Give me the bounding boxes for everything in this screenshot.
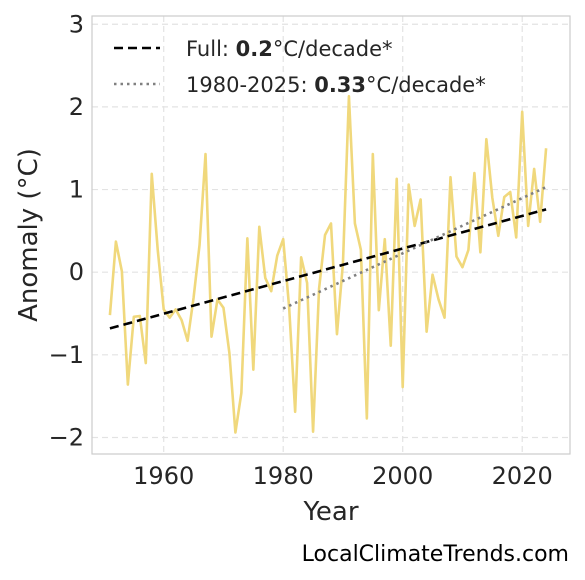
x-tick-label: 2000: [372, 462, 433, 490]
y-tick-label: 2: [69, 93, 84, 121]
legend-label-full: Full: 0.2°C/decade*: [186, 37, 393, 61]
legend-unit-recent: °C/decade*: [366, 73, 486, 97]
series-layer: [108, 94, 548, 434]
legend-name-full: Full:: [186, 37, 236, 61]
anomaly-line: [108, 94, 548, 434]
x-tick-label: 1980: [253, 462, 314, 490]
y-tick-label: 3: [69, 10, 84, 38]
x-axis-label: Year: [302, 497, 358, 527]
source-credit: LocalClimateTrends.com: [302, 542, 569, 567]
x-axis-ticks: 1960 1980 2000 2020: [133, 462, 553, 490]
x-tick-label: 1960: [133, 462, 194, 490]
trend-line-recent: [282, 185, 547, 310]
y-tick-label: 0: [69, 258, 84, 286]
legend-name-recent: 1980-2025:: [186, 73, 314, 97]
y-tick-label: −2: [49, 423, 84, 451]
legend-rate-recent: 0.33: [314, 73, 366, 97]
legend: Full: 0.2°C/decade* 1980-2025: 0.33°C/de…: [114, 37, 486, 97]
plot-frame: [91, 15, 571, 455]
legend-rate-full: 0.2: [236, 37, 273, 61]
y-tick-label: 1: [69, 176, 84, 204]
y-axis-ticks: −2 −1 0 1 2 3: [49, 10, 84, 451]
y-axis-label: Anomaly (°C): [14, 148, 44, 322]
legend-label-recent: 1980-2025: 0.33°C/decade*: [186, 73, 486, 97]
legend-unit-full: °C/decade*: [273, 37, 393, 61]
x-tick-label: 2020: [492, 462, 553, 490]
trend-line-full: [109, 208, 547, 330]
y-tick-label: −1: [49, 341, 84, 369]
